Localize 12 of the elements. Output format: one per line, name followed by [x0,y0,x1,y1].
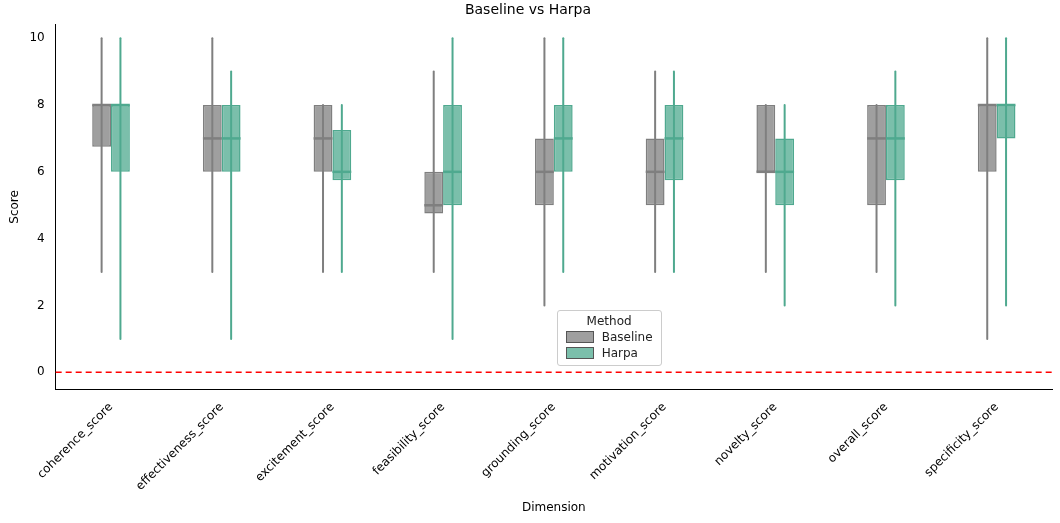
y-tick-label: 2 [37,297,45,312]
y-tick-label: 4 [37,230,45,245]
legend-title: Method [585,314,633,329]
legend-label: Harpa [601,346,638,361]
y-tick-label: 6 [37,163,45,178]
y-tick-label: 8 [37,97,45,112]
legend-label: Baseline [601,330,653,345]
y-axis-title: Score [7,190,22,224]
chart-title: Baseline vs Harpa [464,1,592,18]
x-axis-title: Dimension [521,499,586,514]
y-tick-label: 0 [37,364,45,379]
y-tick-label: 10 [29,30,45,45]
